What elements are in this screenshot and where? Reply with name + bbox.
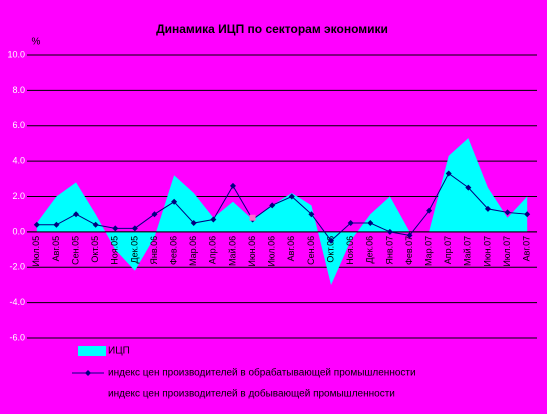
y-tick-label: 6.0 xyxy=(12,120,25,130)
marker xyxy=(269,202,276,209)
x-tick-label: Янв.06 xyxy=(149,236,159,265)
marker xyxy=(53,221,60,228)
x-tick-label: Июл.05 xyxy=(31,236,41,267)
marker xyxy=(406,232,413,239)
x-tick-label: Дек.05 xyxy=(129,236,139,264)
x-tick-label: Июл.06 xyxy=(267,236,277,267)
marker xyxy=(73,211,80,218)
marker xyxy=(308,211,315,218)
x-tick-label: Май.06 xyxy=(227,236,237,266)
marker xyxy=(524,211,531,218)
x-tick-label: Ноя.05 xyxy=(110,236,120,265)
marker xyxy=(151,211,158,218)
marker xyxy=(33,221,40,228)
legend-label: индекс цен производителей в обрабатывающ… xyxy=(108,367,416,379)
x-tick-label: Май.07 xyxy=(463,236,473,266)
y-tick-label: 2.0 xyxy=(12,191,25,201)
marker xyxy=(190,220,197,227)
x-tick-label: Ноя.06 xyxy=(345,236,355,265)
x-tick-label: Фев.07 xyxy=(404,236,414,265)
marker xyxy=(229,182,236,189)
x-tick-label: Апр.06 xyxy=(208,236,218,264)
y-tick-label: 8.0 xyxy=(12,85,25,95)
marker xyxy=(328,237,335,244)
marker xyxy=(386,228,393,235)
marker xyxy=(249,214,256,221)
x-tick-label: Фев.06 xyxy=(168,236,178,265)
marker xyxy=(288,193,295,200)
marker xyxy=(445,170,452,177)
x-tick-label: Июн.06 xyxy=(247,236,257,267)
marker xyxy=(171,198,178,205)
marker xyxy=(504,209,511,216)
x-tick-label: Апр.07 xyxy=(443,236,453,264)
y-tick-label: -6.0 xyxy=(9,332,25,342)
y-tick-label: 10.0 xyxy=(7,49,25,59)
marker xyxy=(426,207,433,214)
y-tick-label: -4.0 xyxy=(9,297,25,307)
x-tick-label: Сен.05 xyxy=(70,236,80,265)
x-tick-label: Окт.05 xyxy=(90,236,100,263)
x-tick-label: Авг.06 xyxy=(286,236,296,261)
x-tick-label: Янв.07 xyxy=(384,236,394,265)
x-tick-label: Авг.07 xyxy=(522,236,532,261)
x-tick-label: Окт.06 xyxy=(325,236,335,263)
marker xyxy=(367,220,374,227)
y-tick-label: -2.0 xyxy=(9,262,25,272)
marker xyxy=(92,221,99,228)
x-tick-label: Июл.07 xyxy=(502,236,512,267)
y-tick-label: 4.0 xyxy=(12,156,25,166)
marker xyxy=(484,205,491,212)
legend-label: индекс цен производителей в добывающей п… xyxy=(108,388,395,400)
legend-label: ИЦП xyxy=(108,346,130,357)
x-tick-label: Мар.06 xyxy=(188,236,198,266)
chart-title: Динамика ИЦП по секторам экономики xyxy=(156,22,388,36)
x-tick-label: Мар.07 xyxy=(423,236,433,266)
y-tick-label: 0.0 xyxy=(12,226,25,236)
marker xyxy=(210,216,217,223)
y-axis-label: % xyxy=(32,37,41,48)
marker xyxy=(131,225,138,232)
x-tick-label: Сен.06 xyxy=(306,236,316,265)
x-tick-label: Дек.06 xyxy=(365,236,375,264)
x-tick-label: Июн.07 xyxy=(482,236,492,267)
marker xyxy=(347,220,354,227)
x-tick-label: Авг.05 xyxy=(51,236,61,261)
marker xyxy=(465,184,472,191)
area xyxy=(36,138,528,285)
line xyxy=(36,172,528,242)
legend-swatch xyxy=(78,346,106,356)
marker xyxy=(112,225,119,232)
legend-marker xyxy=(85,370,91,376)
